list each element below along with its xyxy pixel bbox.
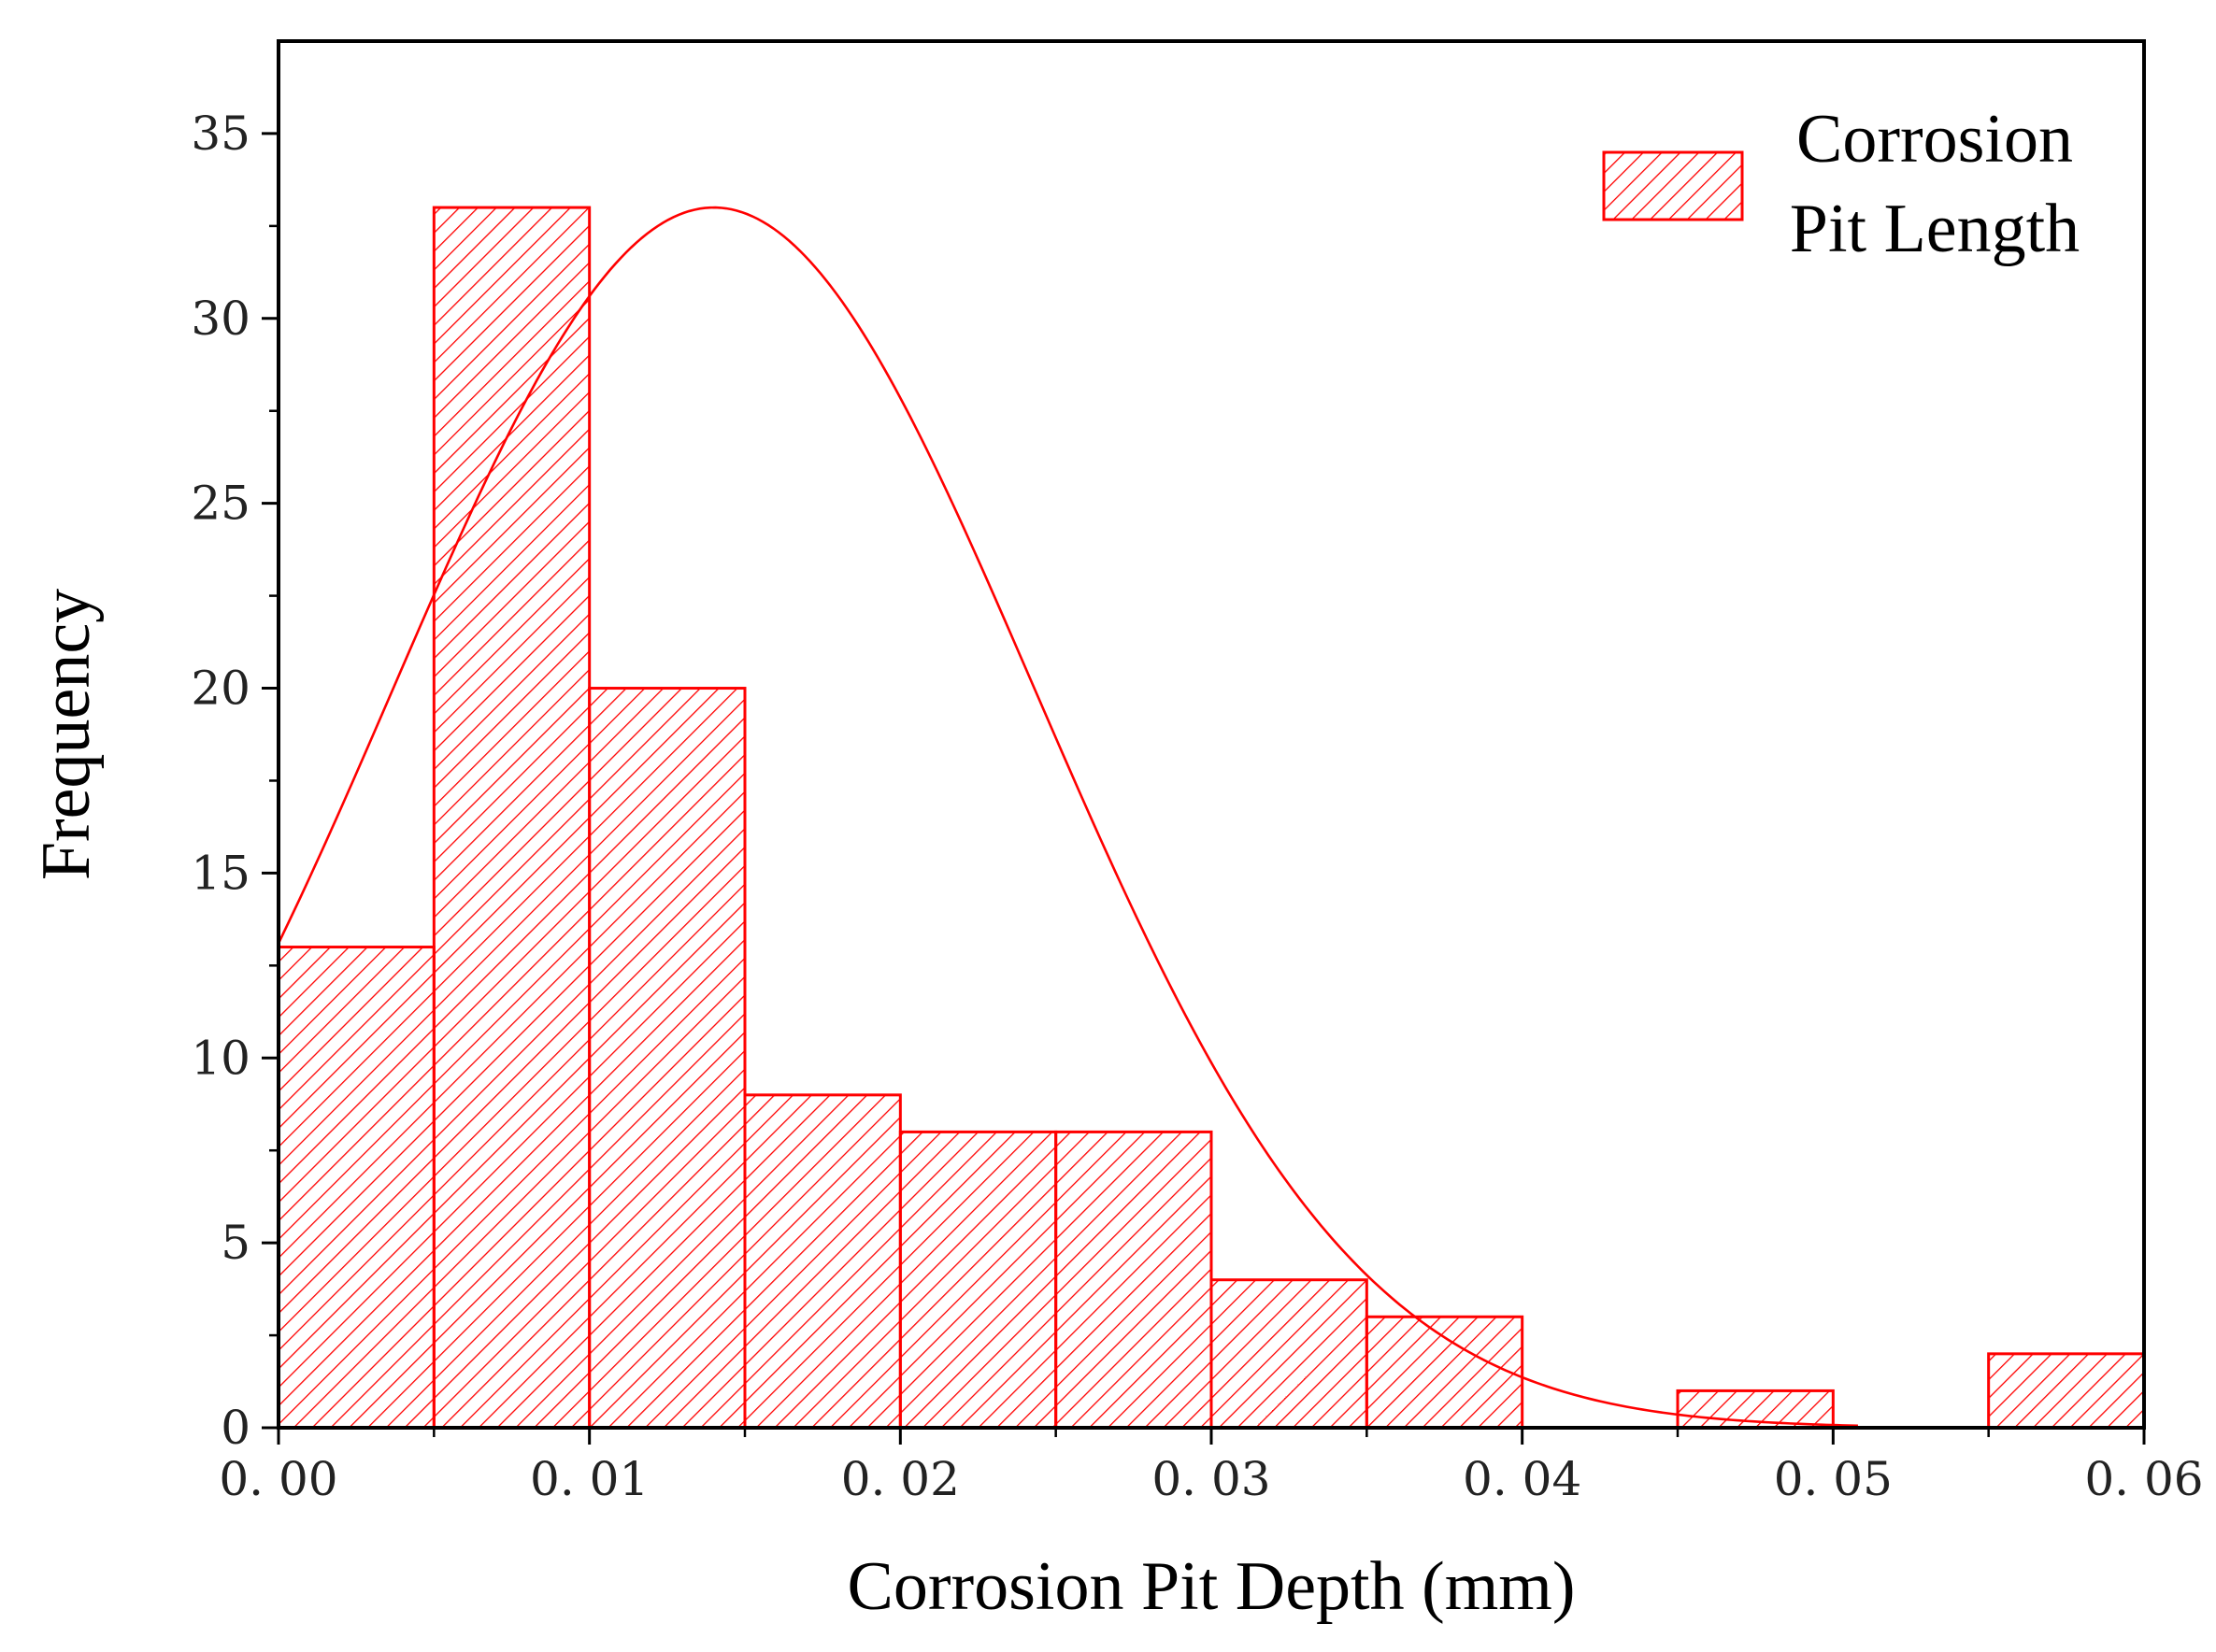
y-tick-label: 30 xyxy=(191,292,250,346)
histogram-bar-2 xyxy=(588,687,747,1430)
histogram-bar-11 xyxy=(1987,1352,2146,1430)
y-tick-label: 15 xyxy=(191,846,250,900)
y-tick-label: 20 xyxy=(191,662,250,716)
x-tick-label: 0. 04 xyxy=(1463,1452,1581,1506)
histogram-bar-1 xyxy=(432,206,592,1430)
y-tick-label: 5 xyxy=(221,1216,250,1270)
histogram-bar-4 xyxy=(898,1130,1058,1430)
normal-fit-curve xyxy=(277,206,1858,1428)
axis-tick-labels: 0. 00 0. 01 0. 02 0. 03 0. 04 0. 05 0. 06 0 5 10 1… xyxy=(191,107,2203,1506)
x-tick-label: 0. 05 xyxy=(1774,1452,1893,1506)
y-tick-label: 0 xyxy=(221,1401,250,1455)
legend: Corrosion Pit Length xyxy=(1602,101,2080,267)
histogram-bar-7 xyxy=(1365,1315,1524,1430)
x-tick-label: 0. 02 xyxy=(841,1452,960,1506)
y-tick-label: 10 xyxy=(191,1031,250,1085)
x-tick-label: 0. 06 xyxy=(2084,1452,2203,1506)
y-tick-label: 35 xyxy=(191,107,250,161)
histogram-bar-6 xyxy=(1209,1278,1368,1430)
x-axis-title: Corrosion Pit Depth (mm) xyxy=(847,1548,1575,1625)
histogram-bars xyxy=(277,206,2146,1430)
x-tick-label: 0. 00 xyxy=(219,1452,337,1506)
histogram-bar-3 xyxy=(743,1093,902,1430)
y-tick-label: 25 xyxy=(191,477,250,531)
histogram-bar-5 xyxy=(1054,1130,1213,1430)
legend-label-line-1: Corrosion xyxy=(1796,101,2073,178)
x-tick-label: 0. 01 xyxy=(530,1452,649,1506)
axis-ticks xyxy=(262,132,2146,1445)
legend-label-line-2: Pit Length xyxy=(1790,191,2080,267)
legend-swatch xyxy=(1602,150,1744,221)
y-axis-title: Frequency xyxy=(28,589,105,880)
x-tick-label: 0. 03 xyxy=(1151,1452,1270,1506)
histogram-bar-0 xyxy=(277,946,436,1430)
